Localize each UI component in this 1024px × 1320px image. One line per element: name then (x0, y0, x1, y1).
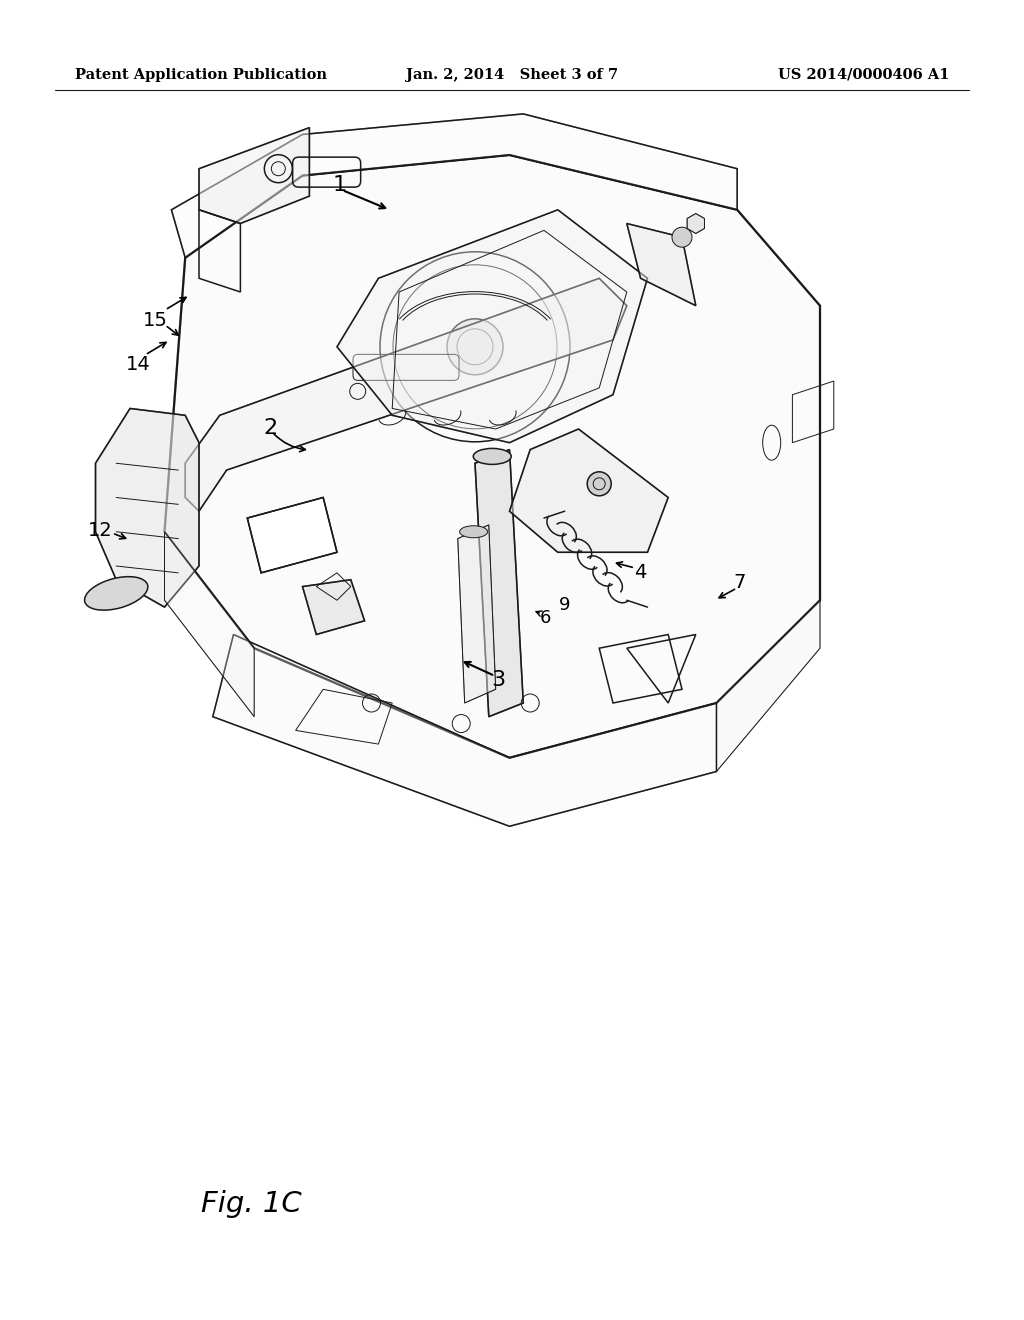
Polygon shape (199, 128, 309, 223)
Text: 3: 3 (490, 671, 505, 690)
Polygon shape (248, 498, 337, 573)
Text: 9: 9 (559, 597, 570, 614)
Circle shape (672, 227, 692, 247)
Polygon shape (213, 635, 717, 826)
Text: 2: 2 (263, 418, 278, 438)
Polygon shape (302, 579, 365, 635)
Text: 12: 12 (88, 520, 113, 540)
Ellipse shape (460, 525, 487, 537)
Polygon shape (95, 408, 199, 607)
Polygon shape (627, 223, 695, 306)
Polygon shape (510, 429, 669, 552)
Polygon shape (185, 279, 627, 511)
Text: US 2014/0000406 A1: US 2014/0000406 A1 (777, 69, 949, 82)
Text: Jan. 2, 2014   Sheet 3 of 7: Jan. 2, 2014 Sheet 3 of 7 (406, 69, 618, 82)
Text: 15: 15 (142, 310, 168, 330)
Circle shape (587, 471, 611, 496)
Ellipse shape (473, 449, 511, 465)
Polygon shape (687, 214, 705, 234)
Polygon shape (475, 450, 523, 717)
Text: 1: 1 (333, 176, 347, 195)
Ellipse shape (85, 577, 147, 610)
Polygon shape (337, 210, 647, 442)
Text: 7: 7 (734, 573, 746, 593)
Polygon shape (165, 154, 820, 758)
Polygon shape (717, 306, 820, 771)
Polygon shape (171, 114, 737, 257)
Text: 14: 14 (126, 355, 151, 375)
Polygon shape (458, 525, 496, 704)
Text: 4: 4 (634, 562, 646, 582)
Polygon shape (165, 532, 254, 717)
Circle shape (447, 319, 503, 375)
Text: Patent Application Publication: Patent Application Publication (75, 69, 327, 82)
Text: Fig. 1C: Fig. 1C (201, 1189, 301, 1218)
Text: 6: 6 (540, 609, 551, 627)
